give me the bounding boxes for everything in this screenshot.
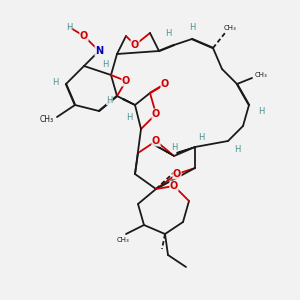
Text: N: N	[95, 46, 103, 56]
Polygon shape	[153, 144, 174, 156]
Text: O: O	[170, 181, 178, 191]
Text: H: H	[126, 112, 132, 122]
Text: H: H	[106, 96, 113, 105]
Text: H: H	[234, 146, 240, 154]
Text: O: O	[152, 109, 160, 119]
Text: CH₃: CH₃	[117, 237, 129, 243]
Polygon shape	[177, 147, 195, 154]
Text: O: O	[122, 76, 130, 86]
Text: CH₃: CH₃	[223, 26, 236, 32]
Text: O: O	[152, 136, 160, 146]
Text: H: H	[171, 142, 177, 152]
Text: O: O	[161, 79, 169, 89]
Text: H: H	[66, 22, 72, 32]
Text: H: H	[189, 22, 195, 32]
Text: O: O	[173, 169, 181, 179]
Text: H: H	[52, 78, 59, 87]
Text: H: H	[198, 134, 204, 142]
Text: CH₃: CH₃	[255, 72, 267, 78]
Text: H: H	[102, 60, 108, 69]
Text: H: H	[165, 28, 171, 38]
Text: CH₃: CH₃	[39, 116, 54, 124]
Text: O: O	[80, 31, 88, 41]
Polygon shape	[123, 99, 135, 105]
Text: O: O	[131, 40, 139, 50]
Text: H: H	[258, 106, 264, 116]
